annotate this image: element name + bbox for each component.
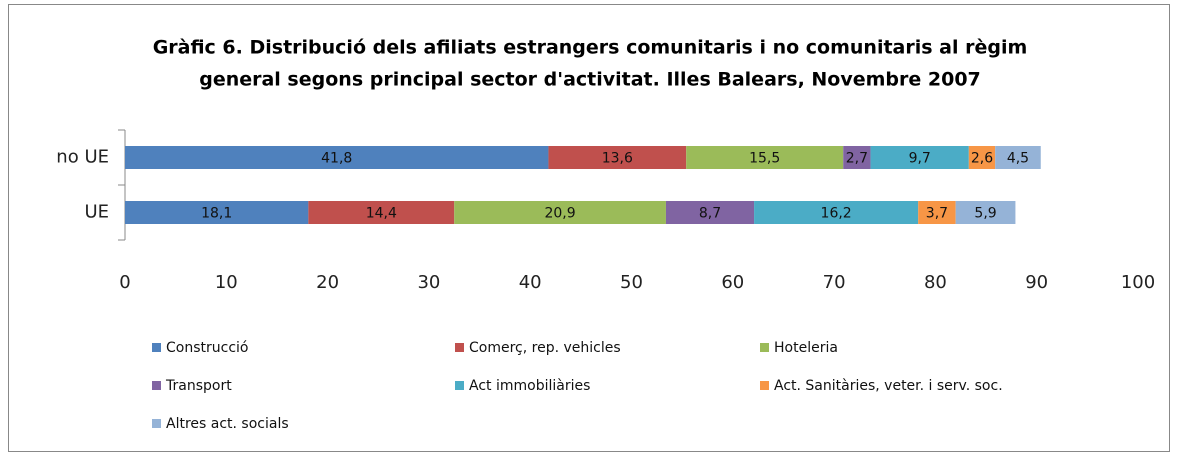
x-tick-label: 70 xyxy=(823,272,846,293)
bar-segment xyxy=(955,201,1016,224)
legend-swatch xyxy=(152,343,161,352)
bar-segment xyxy=(843,146,871,169)
value-label: 2,6 xyxy=(971,151,993,167)
bar-segment xyxy=(754,201,919,224)
bar-segment xyxy=(548,146,687,169)
x-tick-label: 20 xyxy=(316,272,339,293)
value-label: 13,6 xyxy=(602,151,633,167)
legend-label: Act immobiliàries xyxy=(469,378,590,394)
legend-label: Transport xyxy=(165,378,232,394)
value-label: 3,7 xyxy=(926,206,948,222)
bar-segment xyxy=(665,201,755,224)
legend-label: Construcció xyxy=(166,340,248,356)
legend-swatch xyxy=(455,343,464,352)
x-tick-label: 40 xyxy=(519,272,542,293)
bar-segment xyxy=(125,146,549,169)
bar-segment xyxy=(125,201,309,224)
legend-swatch xyxy=(455,381,464,390)
value-label: 2,7 xyxy=(846,151,868,167)
x-tick-label: 30 xyxy=(417,272,440,293)
value-label: 20,9 xyxy=(544,206,575,222)
legend-label: Hoteleria xyxy=(774,340,838,356)
x-tick-label: 90 xyxy=(1025,272,1048,293)
legend-swatch xyxy=(152,419,161,428)
legend-label: Comerç, rep. vehicles xyxy=(469,340,621,356)
legend-swatch xyxy=(152,381,161,390)
category-label: UE xyxy=(84,202,109,223)
x-tick-label: 10 xyxy=(215,272,238,293)
value-label: 15,5 xyxy=(749,151,780,167)
bar-segment xyxy=(308,201,455,224)
x-tick-label: 50 xyxy=(620,272,643,293)
chart-title: Gràfic 6. Distribució dels afiliats estr… xyxy=(153,37,1028,59)
x-tick-label: 60 xyxy=(721,272,744,293)
value-label: 41,8 xyxy=(321,151,352,167)
x-tick-label: 80 xyxy=(924,272,947,293)
value-label: 16,2 xyxy=(821,206,852,222)
chart-title: general segons principal sector d'activi… xyxy=(199,69,981,91)
legend-label: Act. Sanitàries, veter. i serv. soc. xyxy=(774,378,1003,394)
legend-label: Altres act. socials xyxy=(166,416,289,432)
bar-segment xyxy=(870,146,969,169)
chart-frame xyxy=(8,4,1170,452)
bar-segment xyxy=(918,201,956,224)
legend-swatch xyxy=(760,381,769,390)
bar-segment xyxy=(968,146,996,169)
bar-segment xyxy=(686,146,844,169)
value-label: 18,1 xyxy=(201,206,232,222)
x-tick-label: 100 xyxy=(1121,272,1155,293)
bar-segment xyxy=(995,146,1041,169)
value-label: 14,4 xyxy=(366,206,397,222)
category-label: no UE xyxy=(56,147,109,168)
value-label: 9,7 xyxy=(909,151,931,167)
bar-segment xyxy=(454,201,666,224)
legend-swatch xyxy=(760,343,769,352)
value-label: 5,9 xyxy=(974,206,996,222)
x-tick-label: 0 xyxy=(119,272,130,293)
value-label: 4,5 xyxy=(1007,151,1029,167)
value-label: 8,7 xyxy=(699,206,721,222)
